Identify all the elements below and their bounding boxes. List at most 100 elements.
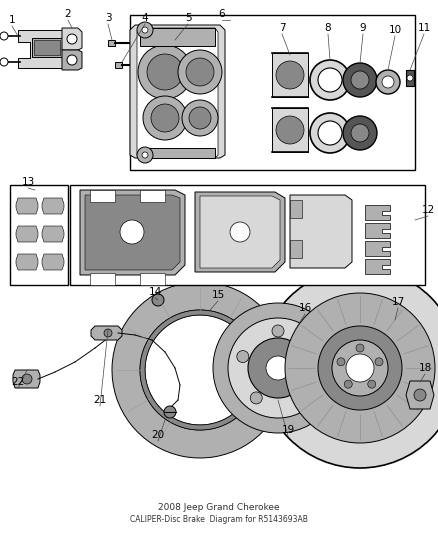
Bar: [140, 190, 165, 202]
Text: 22: 22: [11, 377, 25, 387]
Polygon shape: [130, 25, 225, 158]
Polygon shape: [137, 28, 218, 158]
Text: 14: 14: [148, 287, 162, 297]
Text: 11: 11: [417, 23, 431, 33]
Circle shape: [147, 54, 183, 90]
Circle shape: [337, 358, 345, 366]
Polygon shape: [85, 195, 180, 270]
Polygon shape: [137, 40, 139, 46]
Circle shape: [260, 268, 438, 468]
Polygon shape: [42, 198, 64, 214]
Circle shape: [237, 351, 249, 362]
Circle shape: [137, 147, 153, 163]
Text: 9: 9: [360, 23, 366, 33]
Circle shape: [178, 50, 222, 94]
Bar: [130, 15, 415, 170]
Circle shape: [142, 152, 148, 158]
Circle shape: [0, 58, 8, 66]
Polygon shape: [146, 40, 148, 46]
Circle shape: [120, 220, 144, 244]
Circle shape: [276, 116, 304, 144]
Circle shape: [343, 116, 377, 150]
Circle shape: [318, 68, 342, 92]
Text: 16: 16: [298, 303, 311, 313]
Circle shape: [250, 392, 262, 404]
Polygon shape: [80, 190, 185, 275]
Polygon shape: [150, 61, 152, 69]
Polygon shape: [16, 226, 38, 242]
Circle shape: [332, 340, 388, 396]
Polygon shape: [176, 40, 178, 46]
Circle shape: [186, 58, 214, 86]
Text: 2: 2: [65, 9, 71, 19]
Polygon shape: [16, 198, 38, 214]
Circle shape: [138, 45, 192, 99]
Circle shape: [294, 392, 306, 404]
Polygon shape: [62, 50, 82, 70]
Circle shape: [351, 71, 369, 89]
Wedge shape: [140, 310, 258, 430]
Text: 17: 17: [392, 297, 405, 307]
Circle shape: [375, 358, 383, 366]
Bar: [90, 273, 115, 285]
Polygon shape: [32, 38, 62, 57]
Polygon shape: [365, 241, 390, 256]
Bar: [140, 273, 165, 285]
Text: 21: 21: [93, 395, 106, 405]
Circle shape: [276, 61, 304, 89]
Text: 19: 19: [281, 425, 295, 435]
Polygon shape: [143, 40, 145, 46]
Polygon shape: [34, 40, 60, 55]
Circle shape: [414, 389, 426, 401]
Text: 20: 20: [152, 430, 165, 440]
Polygon shape: [200, 196, 280, 268]
Text: CALIPER-Disc Brake  Diagram for R5143693AB: CALIPER-Disc Brake Diagram for R5143693A…: [130, 515, 308, 524]
Polygon shape: [42, 254, 64, 270]
Circle shape: [182, 100, 218, 136]
Text: 18: 18: [418, 363, 431, 373]
Circle shape: [351, 124, 369, 142]
Polygon shape: [164, 40, 166, 46]
Text: 2008 Jeep Grand Cherokee: 2008 Jeep Grand Cherokee: [158, 504, 280, 513]
Polygon shape: [153, 61, 155, 69]
Polygon shape: [148, 61, 164, 69]
Polygon shape: [133, 39, 157, 47]
Polygon shape: [108, 40, 115, 46]
Circle shape: [67, 55, 77, 65]
Polygon shape: [156, 61, 158, 69]
Polygon shape: [140, 40, 142, 46]
Circle shape: [272, 325, 284, 337]
Circle shape: [266, 356, 290, 380]
Circle shape: [368, 380, 376, 388]
Circle shape: [376, 70, 400, 94]
Polygon shape: [149, 40, 151, 46]
Bar: [10, 185, 68, 285]
Circle shape: [151, 104, 179, 132]
Text: 3: 3: [105, 13, 111, 23]
Polygon shape: [290, 195, 352, 268]
Circle shape: [407, 75, 413, 81]
Bar: [406, 70, 414, 86]
Bar: [90, 190, 115, 202]
Polygon shape: [159, 61, 161, 69]
Text: 10: 10: [389, 25, 402, 35]
Bar: [140, 148, 215, 158]
Circle shape: [142, 27, 148, 33]
Circle shape: [318, 326, 402, 410]
Circle shape: [0, 32, 8, 40]
Circle shape: [189, 107, 211, 129]
Bar: [140, 28, 215, 46]
Circle shape: [164, 406, 176, 418]
Bar: [272, 53, 308, 97]
Text: 5: 5: [185, 13, 191, 23]
Polygon shape: [173, 40, 175, 46]
Circle shape: [310, 113, 350, 153]
Wedge shape: [112, 282, 285, 458]
Circle shape: [143, 96, 187, 140]
Circle shape: [230, 222, 250, 242]
Polygon shape: [152, 40, 154, 46]
Circle shape: [67, 34, 77, 44]
Polygon shape: [13, 370, 40, 388]
Text: 1: 1: [9, 15, 15, 25]
Polygon shape: [42, 226, 64, 242]
